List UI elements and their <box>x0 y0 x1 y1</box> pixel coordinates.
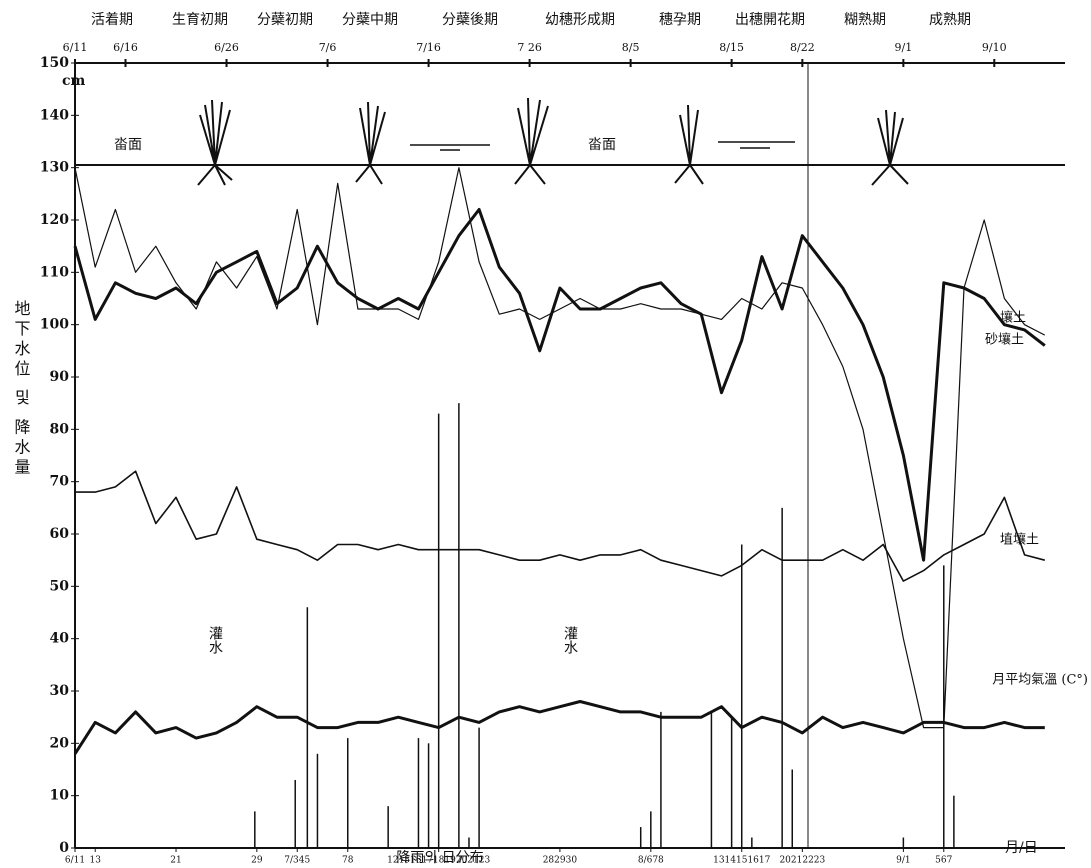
x2-tick-label: 6/11 <box>65 856 85 866</box>
y-axis-label: 地下水位 및 降水量 <box>12 300 31 478</box>
y-tick-label: 140 <box>40 107 69 123</box>
stage-label: 成熟期 <box>929 12 971 28</box>
series-line <box>73 700 1045 755</box>
y-tick-label: 30 <box>50 683 70 699</box>
annotation: 畓面 <box>114 137 142 153</box>
plants <box>197 97 909 186</box>
x-tick-label: 8/5 <box>622 41 640 54</box>
x2-tick-label: 29 <box>251 856 263 866</box>
water-marks <box>410 141 795 151</box>
stage-label: 活着期 <box>91 12 133 28</box>
series-line <box>74 167 1046 729</box>
y-tick-label: 60 <box>50 526 70 542</box>
stage-label: 分蘗中期 <box>342 12 398 28</box>
x-tick-label: 8/22 <box>790 41 815 54</box>
annotation: 灌水 <box>562 626 578 654</box>
y-tick-label: 10 <box>50 788 70 804</box>
x2-tick-label: 121516171819202123 <box>387 856 490 866</box>
x-tick-label: 6/16 <box>113 41 138 54</box>
x2-tick-label: 1314151617 <box>713 856 771 866</box>
x-tick-label: 7/6 <box>319 41 337 54</box>
x2-tick-label: 13 <box>89 856 101 866</box>
y-tick-label: 120 <box>40 212 69 228</box>
series-line <box>73 208 1046 562</box>
series-line <box>75 470 1046 582</box>
y-tick-label: 0 <box>59 840 69 856</box>
stage-label: 分蘗後期 <box>442 12 498 28</box>
x2-tick-label: 282930 <box>543 856 578 866</box>
legend-label: 埴壤土 <box>1000 532 1039 548</box>
x2-tick-label: 567 <box>935 856 952 866</box>
y-tick-label: 110 <box>40 264 69 280</box>
legend-label: 砂壤土 <box>985 332 1024 348</box>
y-tick-label: 130 <box>40 160 69 176</box>
annotation: 畓面 <box>588 137 616 153</box>
y-tick-label: 20 <box>50 735 70 751</box>
stage-label: 分蘗初期 <box>257 11 313 28</box>
x2-tick-label: 20212223 <box>779 856 825 866</box>
stage-label: 出穗開花期 <box>735 12 805 28</box>
x-tick-label: 9/10 <box>982 41 1007 54</box>
stage-label: 生育初期 <box>172 11 228 28</box>
x-tick-label: 7 26 <box>517 41 542 54</box>
x-tick-label: 6/11 <box>63 41 88 54</box>
stage-label: 穗孕期 <box>659 12 701 28</box>
y-tick-label: 100 <box>40 317 69 333</box>
annotation: 灌水 <box>207 626 223 654</box>
x2-tick-label: 7/345 <box>284 856 310 866</box>
rainfall-label: 降雨의 日分布 <box>396 850 483 866</box>
x2-tick-label: 78 <box>342 856 354 866</box>
y-tick-label: 80 <box>50 421 70 437</box>
x-tick-label: 6/26 <box>214 41 239 54</box>
y-tick-label: 150 <box>40 55 69 71</box>
y-unit: cm <box>62 73 86 89</box>
stage-label: 糊熟期 <box>844 12 886 28</box>
y-tick-label: 50 <box>50 578 70 594</box>
x2-tick-label: 21 <box>170 856 181 866</box>
y-tick-label: 90 <box>50 369 70 385</box>
x-tick-label: 7/16 <box>416 41 441 54</box>
y-tick-label: 70 <box>50 474 70 490</box>
x2-tick-label: 8/678 <box>638 856 664 866</box>
stage-label: 幼穗形成期 <box>545 12 615 28</box>
x2-tick-label: 9/1 <box>896 856 910 866</box>
legend-label: 月平均氣溫 (C°) <box>992 673 1088 688</box>
x-tick-label: 9/1 <box>895 41 913 54</box>
x-tick-label: 8/15 <box>719 41 744 54</box>
y-tick-label: 40 <box>50 631 70 647</box>
legend-label: 壤土 <box>1000 310 1026 326</box>
